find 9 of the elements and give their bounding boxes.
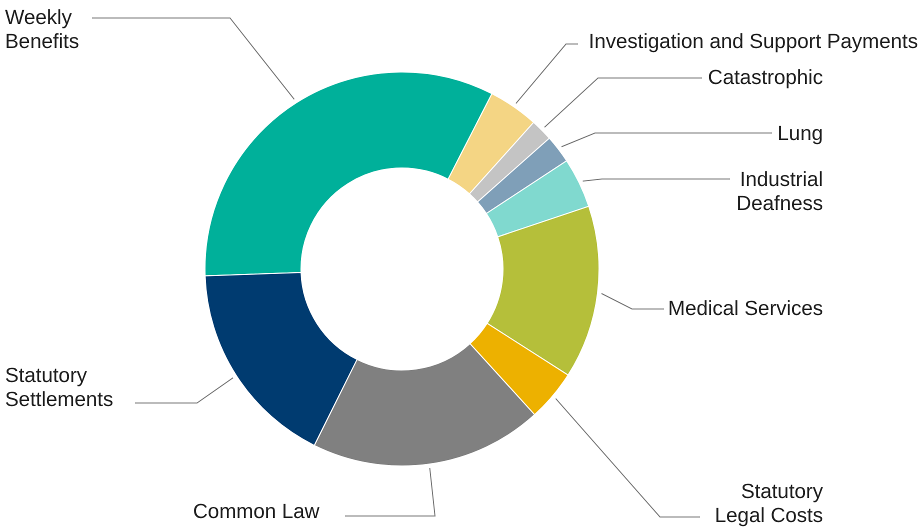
slice-label: Statutory Legal Costs: [714, 480, 824, 527]
slice-label: Lung: [777, 122, 823, 145]
slice-label: Catastrophic: [708, 66, 823, 89]
slice-label: Weekly Benefits: [5, 6, 80, 53]
slice-label: Industrial Deafness: [736, 168, 823, 215]
slice-label: Statutory Settlements: [5, 364, 114, 411]
slice-label: Investigation and Support Payments: [588, 30, 918, 53]
slice-label: Common Law: [193, 500, 320, 523]
slice-label: Medical Services: [668, 297, 823, 320]
